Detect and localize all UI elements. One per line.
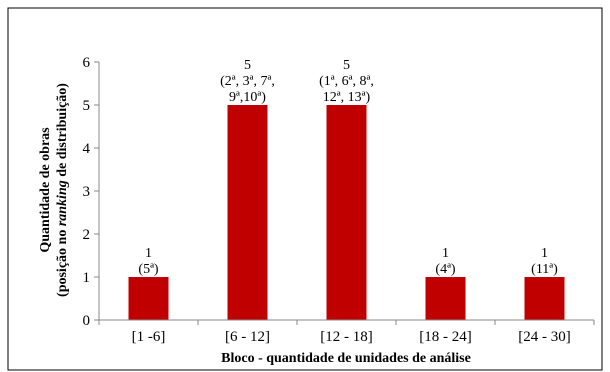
y-tick-label: 3	[83, 184, 91, 200]
y-tick-label: 1	[83, 270, 91, 286]
y-tick-label: 5	[83, 98, 91, 114]
bar-data-label: (11ª)	[531, 262, 558, 277]
bar-data-label: 5	[343, 58, 350, 73]
x-tick-label: [12 - 18]	[320, 329, 373, 345]
x-tick-label: [24 - 30]	[518, 329, 571, 345]
bar	[326, 105, 367, 320]
y-axis-title-line2-italic: ranking	[55, 180, 70, 226]
x-tick-label: [1 -6]	[132, 329, 166, 345]
y-axis-title-line2: (posição no ranking de distribuição)	[55, 83, 70, 297]
y-axis-title-line2-after: de distribuição)	[55, 83, 70, 181]
x-tick-label: [18 - 24]	[419, 329, 472, 345]
bar-data-label: 1	[442, 246, 449, 261]
bar	[128, 277, 169, 320]
bar-data-label: 9ª,10ª)	[229, 90, 266, 105]
y-tick-label: 6	[83, 55, 91, 71]
x-tick-label: [6 - 12]	[225, 329, 270, 345]
bar	[227, 105, 268, 320]
bar-data-label: (1ª, 6ª, 8ª,	[319, 74, 374, 89]
y-tick-label: 2	[83, 227, 91, 243]
bar	[425, 277, 466, 320]
bar-data-label: 12ª, 13ª)	[323, 90, 371, 105]
y-tick-label: 0	[83, 313, 91, 329]
y-axis-title-line1: Quantidade de obras	[38, 127, 53, 253]
bar	[524, 277, 565, 320]
bar-data-label: 5	[244, 58, 251, 73]
bar-data-label: (4ª)	[435, 262, 456, 277]
x-axis-title: Bloco - quantidade de unidades de anális…	[221, 351, 471, 366]
bar-data-label: 1	[541, 246, 548, 261]
bar-data-label: 1	[145, 246, 152, 261]
y-axis-title: Quantidade de obras (posição no ranking …	[38, 83, 70, 297]
chart-frame	[7, 7, 603, 371]
y-tick-label: 4	[83, 141, 91, 157]
bar-data-label: (2ª, 3ª, 7ª,	[220, 74, 275, 89]
bar-data-label: (5ª)	[138, 262, 159, 277]
y-axis-title-line2-before: (posição no	[55, 226, 70, 297]
